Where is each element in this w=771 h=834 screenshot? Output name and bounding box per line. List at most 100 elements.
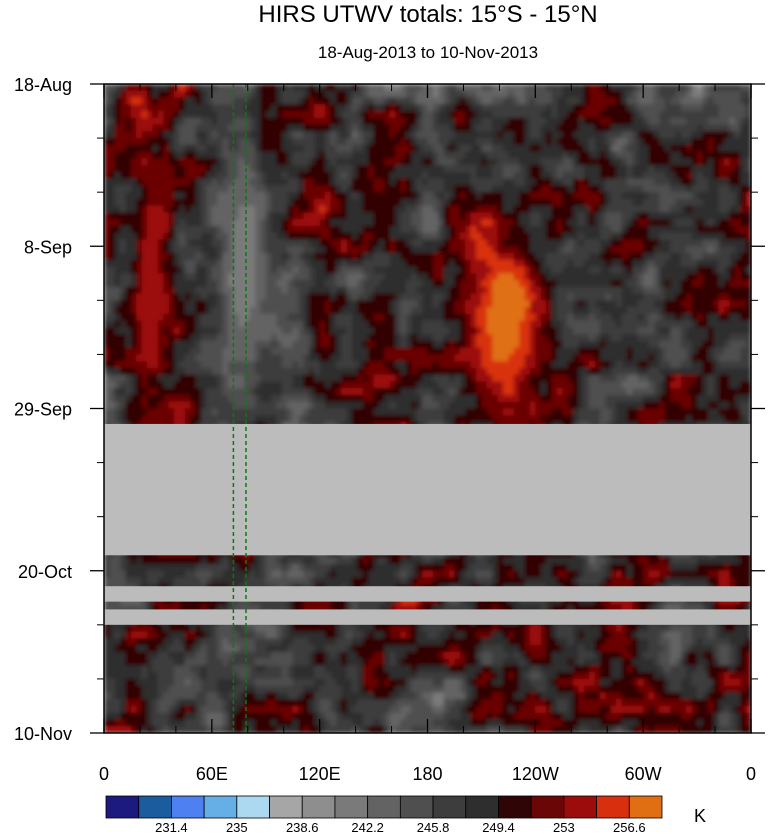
heat-cell xyxy=(718,185,725,193)
chart-subtitle: 18-Aug-2013 to 10-Nov-2013 xyxy=(318,43,538,62)
heat-cell xyxy=(707,273,714,281)
heat-cell xyxy=(691,151,698,159)
heat-cell xyxy=(389,90,396,99)
heat-cell xyxy=(335,144,342,153)
heat-cell xyxy=(427,232,434,241)
heat-cell xyxy=(373,178,380,187)
heat-cell xyxy=(524,313,531,322)
heat-cell xyxy=(222,225,229,234)
heat-cell xyxy=(556,171,563,180)
heat-cell xyxy=(254,313,261,322)
heat-cell xyxy=(567,192,574,200)
heat-cell xyxy=(378,307,385,315)
heat-cell xyxy=(222,144,229,153)
heat-cell xyxy=(141,307,148,315)
heat-cell xyxy=(724,225,731,234)
heat-cell xyxy=(686,84,693,92)
heat-cell xyxy=(670,225,677,234)
heat-cell xyxy=(136,280,143,288)
heat-cell xyxy=(675,293,682,301)
heat-cell xyxy=(443,246,450,254)
heat-cell xyxy=(734,131,741,139)
heat-cell xyxy=(600,320,607,328)
heat-cell xyxy=(206,185,213,193)
heat-cell xyxy=(670,205,677,214)
heat-cell xyxy=(254,192,261,200)
heat-cell xyxy=(136,171,143,180)
heat-cell xyxy=(492,144,499,153)
heat-cell xyxy=(249,192,256,200)
heat-cell xyxy=(529,327,536,335)
heat-cell xyxy=(416,219,423,227)
heat-cell xyxy=(125,239,132,247)
heat-cell xyxy=(120,198,127,207)
heat-cell xyxy=(686,97,693,105)
heat-cell xyxy=(174,334,181,342)
heat-cell xyxy=(729,253,736,261)
heat-cell xyxy=(621,84,628,92)
heat-cell xyxy=(276,225,283,234)
heat-cell xyxy=(120,334,127,342)
heat-cell xyxy=(130,354,137,362)
heat-cell xyxy=(249,111,256,119)
heat-cell xyxy=(325,225,332,234)
heat-cell xyxy=(136,320,143,328)
heat-cell xyxy=(449,354,456,362)
heat-cell xyxy=(168,300,175,308)
heat-cell xyxy=(594,219,601,227)
heat-cell xyxy=(389,165,396,173)
heat-cell xyxy=(745,219,751,227)
heat-cell xyxy=(125,165,132,173)
heat-cell xyxy=(578,198,585,207)
heat-cell xyxy=(492,354,499,362)
heat-cell xyxy=(341,117,348,126)
heat-cell xyxy=(454,90,461,99)
heat-cell xyxy=(114,111,121,119)
heat-cell xyxy=(357,205,364,214)
heat-cell xyxy=(163,117,170,126)
heat-cell xyxy=(481,151,488,159)
heat-cell xyxy=(411,327,418,335)
heat-cell xyxy=(206,354,213,362)
heat-cell xyxy=(378,131,385,139)
heat-cell xyxy=(686,138,693,146)
heat-cell xyxy=(190,84,197,92)
heat-cell xyxy=(535,138,542,146)
heat-cell xyxy=(125,225,132,234)
heat-cell xyxy=(556,300,563,308)
heat-cell xyxy=(373,104,380,112)
heat-cell xyxy=(686,246,693,254)
heat-cell xyxy=(109,300,116,308)
heat-cell xyxy=(637,293,644,301)
heat-cell xyxy=(147,313,154,322)
heat-cell xyxy=(125,334,132,342)
heat-cell xyxy=(384,84,391,92)
heat-cell xyxy=(244,286,251,295)
heat-cell xyxy=(718,97,725,105)
heat-cell xyxy=(459,84,466,92)
heat-cell xyxy=(632,219,639,227)
heat-cell xyxy=(265,90,272,99)
heat-cell xyxy=(265,307,272,315)
heat-cell xyxy=(163,320,170,328)
heat-cell xyxy=(686,104,693,112)
heat-cell xyxy=(341,307,348,315)
heat-cell xyxy=(740,124,747,132)
heat-cell xyxy=(228,138,234,146)
heatmap-cells xyxy=(104,84,751,733)
heat-cell xyxy=(691,212,698,220)
heat-cell xyxy=(395,84,402,92)
heat-cell xyxy=(405,171,412,180)
heat-cell xyxy=(174,232,181,241)
heat-cell xyxy=(449,84,456,92)
heat-cell xyxy=(481,185,488,193)
heat-cell xyxy=(352,144,359,153)
heat-cell xyxy=(411,334,418,342)
heat-cell xyxy=(686,178,693,187)
heat-cell xyxy=(405,232,412,241)
heat-cell xyxy=(438,151,445,159)
heat-cell xyxy=(271,192,278,200)
heat-cell xyxy=(697,293,704,301)
heat-cell xyxy=(152,104,159,112)
heat-cell xyxy=(104,158,110,166)
